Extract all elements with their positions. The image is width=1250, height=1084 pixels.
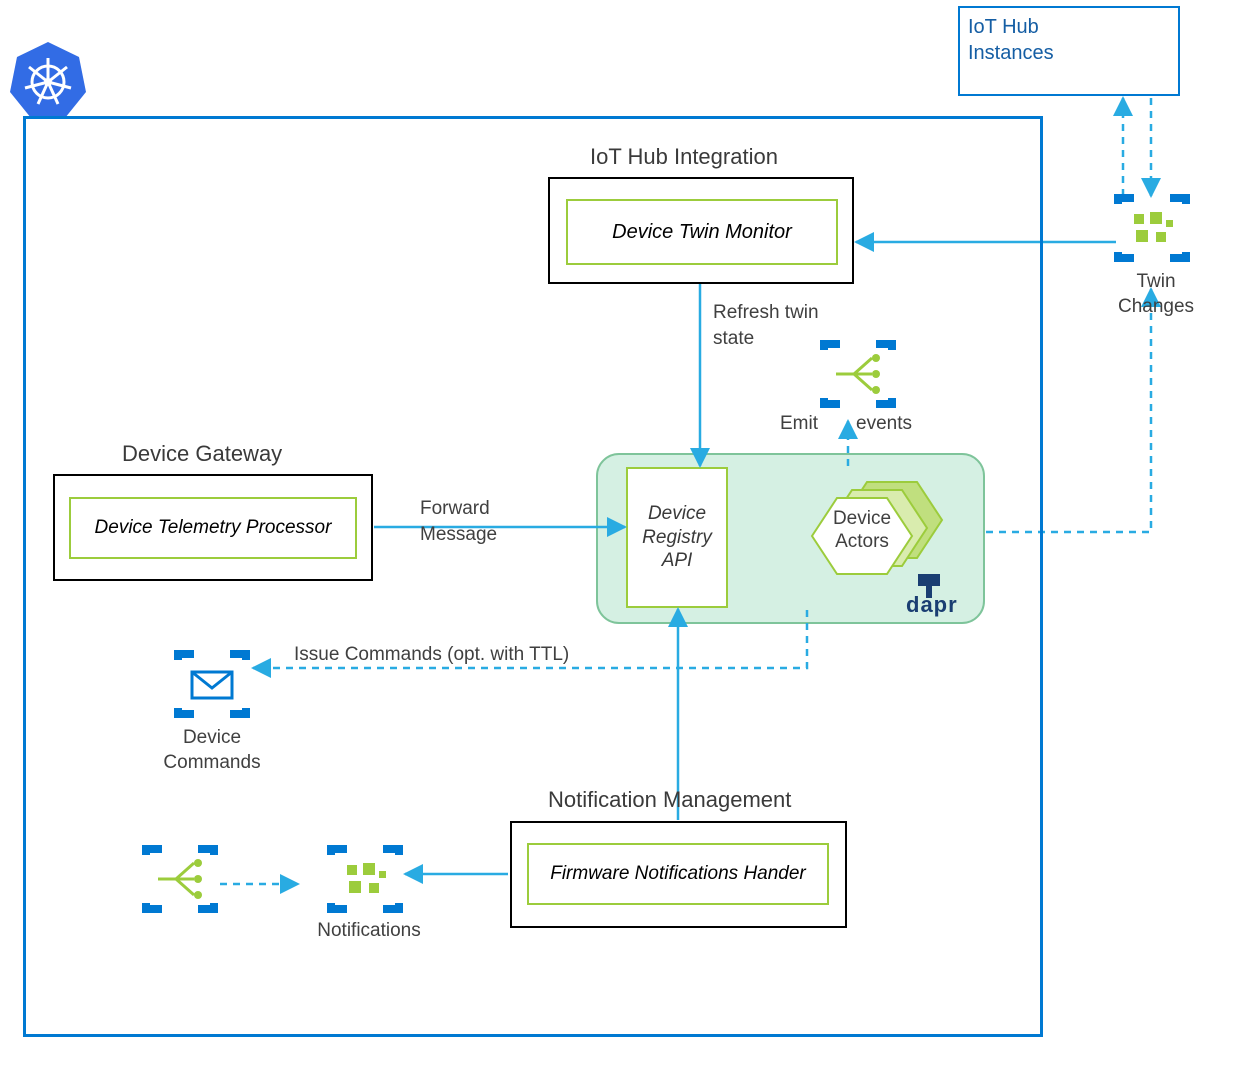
device-telemetry-processor: Device Telemetry Processor: [69, 497, 357, 559]
diagram-stage: IoT Hub Integration Device Twin Monitor …: [0, 0, 1250, 1084]
refresh-twin-label: Refresh twin state: [713, 300, 819, 351]
kubernetes-icon: [10, 42, 86, 118]
firmware-notifications-handler: Firmware Notifications Hander: [527, 843, 829, 905]
device-actors-label: Device Actors: [822, 508, 902, 554]
emit-label: Emit: [780, 413, 818, 435]
device-twin-monitor: Device Twin Monitor: [566, 199, 838, 265]
notification-management-title: Notification Management: [548, 787, 791, 813]
firmware-notif-text: Firmware Notifications Hander: [550, 863, 806, 886]
iot-hub-instances-text: IoT Hub Instances: [968, 14, 1170, 66]
dapr-logo-text: dapr: [906, 592, 958, 618]
device-commands-label: Device Commands: [150, 726, 274, 775]
events-label: events: [856, 413, 912, 435]
forward-message-label: Forward Message: [420, 496, 497, 547]
queue-twin-icon: [1118, 198, 1186, 258]
issue-commands-label: Issue Commands (opt. with TTL): [294, 644, 569, 666]
iot-hub-integration-title: IoT Hub Integration: [590, 144, 778, 170]
twin-changes-label: Twin Changes: [1106, 270, 1206, 319]
notifications-label: Notifications: [305, 920, 433, 942]
device-registry-api-label: Device Registry API: [627, 468, 727, 607]
iot-hub-instances-box: IoT Hub Instances: [958, 6, 1180, 96]
device-gateway-title: Device Gateway: [122, 441, 282, 467]
